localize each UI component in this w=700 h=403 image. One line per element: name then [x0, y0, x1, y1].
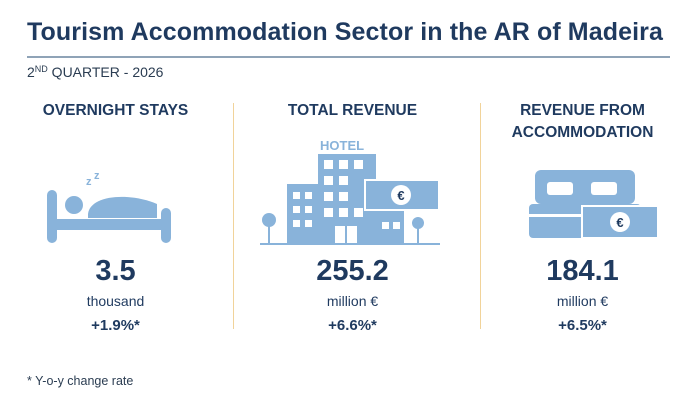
page-title: Tourism Accommodation Sector in the AR o…	[27, 18, 663, 46]
indicator-change: +1.9%*	[91, 317, 140, 334]
indicator-value: 3.5	[95, 255, 136, 287]
indicator-heading: TOTAL REVENUE	[287, 102, 418, 119]
footnote: * Y-o-y change rate	[27, 374, 134, 388]
hotel-building-icon: HOTEL €	[260, 138, 440, 245]
title-underline	[27, 56, 670, 58]
euro-symbol: €	[616, 215, 623, 230]
period-ordinal: 2	[27, 64, 35, 80]
heading-line: REVENUE FROM	[520, 102, 645, 119]
indicator-unit: million €	[326, 293, 379, 309]
euro-symbol: €	[397, 188, 404, 203]
period-rest: QUARTER - 2026	[47, 64, 164, 80]
indicator-value: 255.2	[316, 255, 389, 287]
indicator-change: +6.5%*	[558, 317, 607, 334]
column-divider	[480, 103, 481, 329]
heading-line: ACCOMMODATION	[511, 124, 654, 141]
indicator-change: +6.6%*	[328, 317, 377, 334]
indicator-overnight-stays: OVERNIGHT STAYS z z 3.5 thousand +1.9%*	[8, 0, 223, 403]
double-bed-icon: €	[529, 170, 659, 239]
svg-text:z: z	[94, 170, 100, 182]
indicator-revenue-accommodation: REVENUE FROM ACCOMMODATION € 184.1 millio…	[475, 0, 690, 403]
column-divider	[233, 103, 234, 329]
indicator-value: 184.1	[546, 255, 619, 287]
indicator-heading: OVERNIGHT STAYS	[42, 102, 189, 119]
indicator-heading: REVENUE FROM ACCOMMODATION	[475, 100, 690, 144]
indicator-unit: million €	[556, 293, 609, 309]
period-superscript: ND	[34, 64, 48, 74]
period-label: 2ND QUARTER - 2026	[27, 64, 163, 80]
hotel-sign: HOTEL	[320, 138, 364, 153]
sleeping-person-bed-icon: z z	[47, 170, 171, 243]
indicator-unit: thousand	[86, 293, 145, 309]
svg-text:z: z	[86, 176, 92, 188]
indicator-total-revenue: TOTAL REVENUE HOTEL € 255.2 million € +6…	[245, 0, 460, 403]
